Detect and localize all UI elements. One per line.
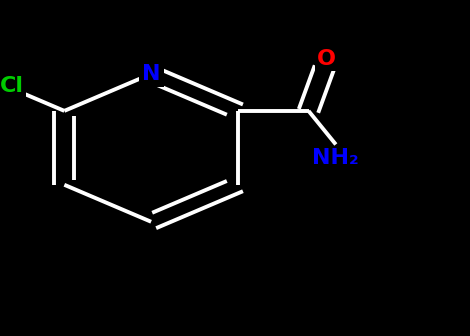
Text: N: N	[142, 64, 160, 84]
Text: O: O	[317, 49, 336, 69]
Text: Cl: Cl	[0, 76, 24, 96]
Text: NH₂: NH₂	[313, 148, 359, 168]
